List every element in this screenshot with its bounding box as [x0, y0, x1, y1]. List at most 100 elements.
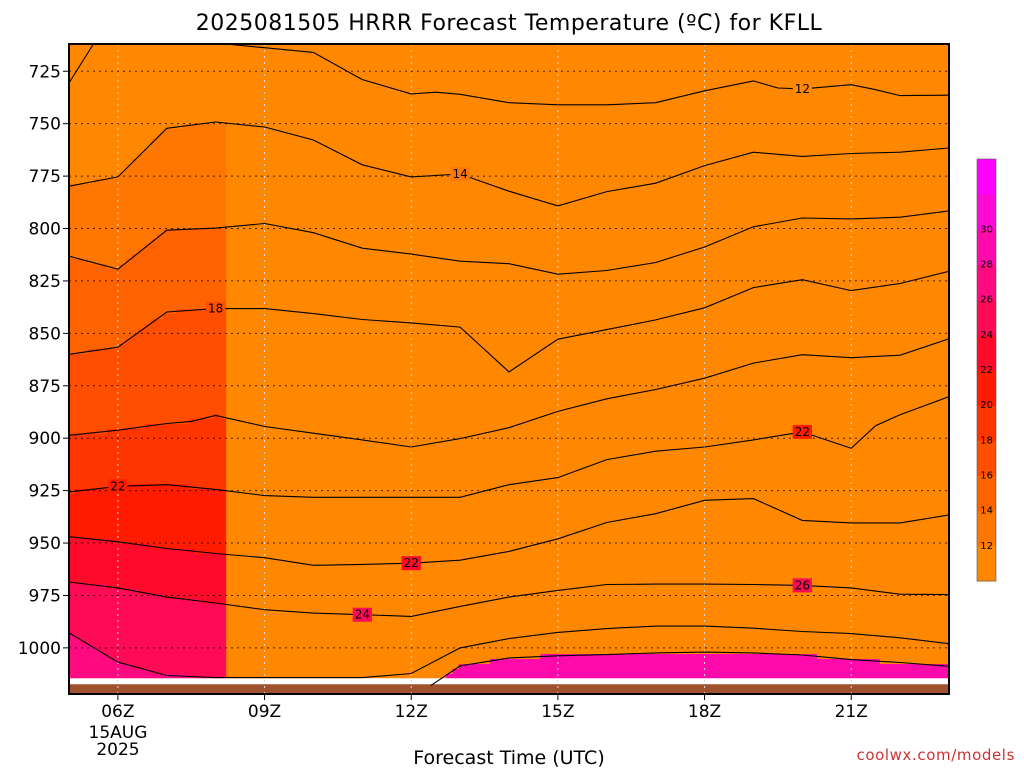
temperature-fill-cell	[641, 44, 648, 655]
temperature-fill-cell	[546, 654, 554, 694]
temperature-fill-cell	[150, 239, 158, 320]
temperature-fill-cell	[791, 654, 799, 694]
temperature-fill-cell	[842, 44, 850, 660]
contour-label: 12	[795, 82, 810, 96]
temperature-fill-cell	[402, 44, 410, 694]
temperature-fill-cell	[194, 599, 202, 680]
colorbar-label: 26	[980, 295, 993, 306]
contour-label: 22	[404, 556, 419, 570]
temperature-fill-cell	[182, 124, 190, 230]
temperature-fill-cell	[106, 179, 114, 270]
temperature-fill-cell	[452, 44, 460, 670]
temperature-fill-cell	[603, 44, 611, 655]
temperature-fill-cell	[213, 604, 221, 680]
temperature-fill-cell	[546, 44, 554, 655]
temperature-fill-cell	[75, 44, 83, 185]
colorbar-segment	[977, 159, 996, 195]
temperature-fill-cell	[87, 489, 95, 540]
temperature-fill-cell	[175, 129, 183, 230]
temperature-fill-cell	[219, 554, 227, 605]
temperature-fill-cell	[345, 44, 353, 694]
temperature-fill-cell	[69, 494, 76, 540]
temperature-fill-cell	[144, 149, 152, 245]
y-tick-label: 850	[29, 324, 61, 344]
temperature-fill-cell	[175, 599, 183, 675]
temperature-fill-cell	[710, 44, 718, 655]
temperature-fill-cell	[144, 594, 152, 670]
temperature-fill-cell	[87, 264, 95, 350]
temperature-fill-cell	[842, 659, 850, 694]
temperature-fill-cell	[100, 179, 108, 265]
temperature-fill-cell	[622, 654, 630, 694]
temperature-fill-cell	[175, 549, 183, 600]
temperature-fill-cell	[75, 489, 83, 540]
temperature-fill-cell	[245, 44, 252, 694]
temperature-fill-cell	[157, 319, 164, 425]
temperature-fill-cell	[125, 484, 133, 545]
y-tick-label: 975	[29, 586, 61, 606]
contour-label-background	[792, 578, 812, 593]
temperature-fill-cell	[207, 309, 215, 420]
temperature-fill-cell	[87, 184, 95, 265]
temperature-fill-cell	[276, 44, 284, 694]
temperature-fill-cell	[659, 654, 667, 694]
temperature-fill-cell	[144, 484, 152, 545]
contour-line	[225, 44, 949, 106]
temperature-fill-cell	[182, 599, 190, 675]
temperature-fill-cell	[194, 309, 202, 420]
temperature-fill-cell	[509, 659, 516, 694]
temperature-fill-cell	[634, 44, 642, 655]
temperature-fill-cell	[157, 134, 164, 235]
temperature-fill-cell	[760, 44, 768, 655]
temperature-fill-cell	[502, 44, 510, 660]
temperature-fill-cell	[106, 349, 114, 430]
y-tick-label: 825	[29, 272, 61, 292]
temperature-fill-cell	[458, 44, 466, 665]
temperature-fill-cell	[653, 44, 661, 655]
temperature-fill-cell	[936, 44, 944, 665]
temperature-fill-cell	[377, 44, 384, 694]
temperature-fill-cell	[565, 654, 573, 694]
temperature-fill-cell	[590, 654, 598, 694]
temperature-fill-cell	[150, 484, 158, 550]
temperature-fill-cell	[157, 484, 164, 550]
temperature-fill-cell	[835, 659, 843, 694]
temperature-fill-cell	[100, 44, 108, 180]
temperature-fill-cell	[817, 44, 824, 660]
temperature-fill-cell	[641, 654, 648, 694]
temperature-fill-cell	[119, 174, 127, 265]
temperature-fill-cell	[163, 484, 171, 550]
temperature-fill-cell	[879, 44, 887, 665]
temperature-fill-cell	[182, 229, 190, 310]
temperature-fill-cell	[395, 44, 403, 694]
temperature-fill-cell	[131, 484, 139, 545]
temperature-fill-cell	[125, 259, 133, 340]
temperature-fill-cell	[584, 654, 592, 694]
temperature-fill-cell	[213, 489, 221, 555]
temperature-fill-cell	[138, 544, 146, 595]
temperature-fill-cell	[810, 44, 818, 655]
temperature-fill-cell	[810, 654, 818, 694]
temperature-fill-cell	[747, 654, 755, 694]
temperature-fill-cell	[817, 659, 824, 694]
temperature-fill-cell	[741, 44, 749, 655]
temperature-fill-cell	[113, 349, 120, 430]
x-year-label: 2025	[96, 740, 139, 760]
temperature-fill-cell	[207, 604, 215, 680]
contour-label-background	[352, 607, 372, 622]
colorbar-segment	[977, 229, 996, 265]
temperature-fill-cell	[75, 184, 83, 260]
temperature-fill-cell	[553, 654, 560, 694]
temperature-fill-cell	[823, 44, 831, 660]
temperature-fill-cell	[144, 324, 152, 425]
temperature-fill-cell	[609, 44, 617, 655]
temperature-fill-cell	[157, 44, 164, 135]
contour-line	[430, 651, 949, 687]
temperature-fill-cell	[188, 489, 196, 550]
temperature-fill-cell	[75, 584, 83, 640]
temperature-fill-cell	[194, 229, 202, 310]
temperature-fill-cell	[201, 489, 208, 555]
temperature-fill-cell	[527, 659, 535, 694]
temperature-fill-cell	[182, 44, 190, 125]
y-tick-label: 950	[29, 534, 61, 554]
